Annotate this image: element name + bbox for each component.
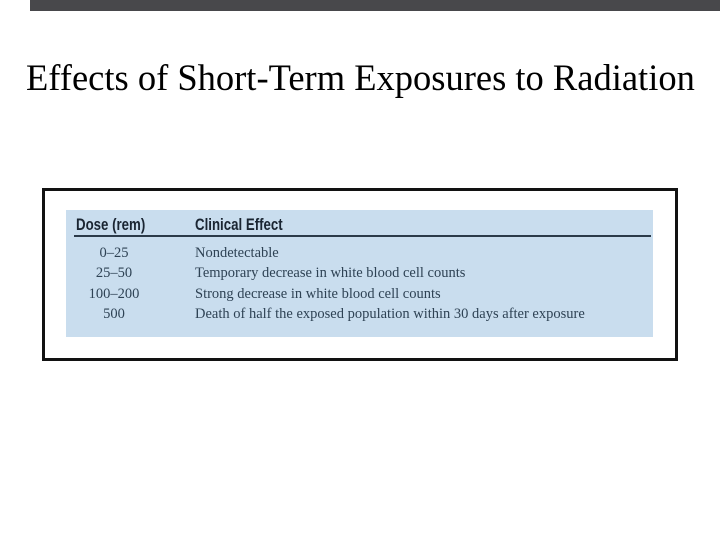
effect-cell: Strong decrease in white blood cell coun… (195, 285, 441, 302)
slide-title: Effects of Short-Term Exposures to Radia… (26, 57, 695, 98)
table-row: 0–25 Nondetectable (75, 243, 653, 263)
table-row: 25–50 Temporary decrease in white blood … (75, 263, 653, 283)
effect-cell: Temporary decrease in white blood cell c… (195, 265, 466, 282)
dose-effect-table: 0–25 Nondetectable 25–50 Temporary decre… (75, 243, 653, 324)
table-panel (66, 210, 653, 337)
dose-cell: 500 (103, 305, 125, 322)
column-header-clinical-effect: Clinical Effect (195, 215, 283, 234)
table-row: 100–200 Strong decrease in white blood c… (75, 284, 653, 304)
effect-cell: Nondetectable (195, 245, 279, 261)
table-row: 500 Death of half the exposed population… (75, 304, 653, 324)
dose-cell: 100–200 (88, 285, 140, 302)
dose-cell: 0–25 (99, 245, 129, 261)
effect-cell: Death of half the exposed population wit… (195, 305, 585, 322)
column-header-dose: Dose (rem) (76, 215, 146, 234)
top-edge-bar (30, 0, 720, 11)
header-divider-rule (74, 235, 651, 237)
dose-cell: 25–50 (95, 265, 133, 282)
